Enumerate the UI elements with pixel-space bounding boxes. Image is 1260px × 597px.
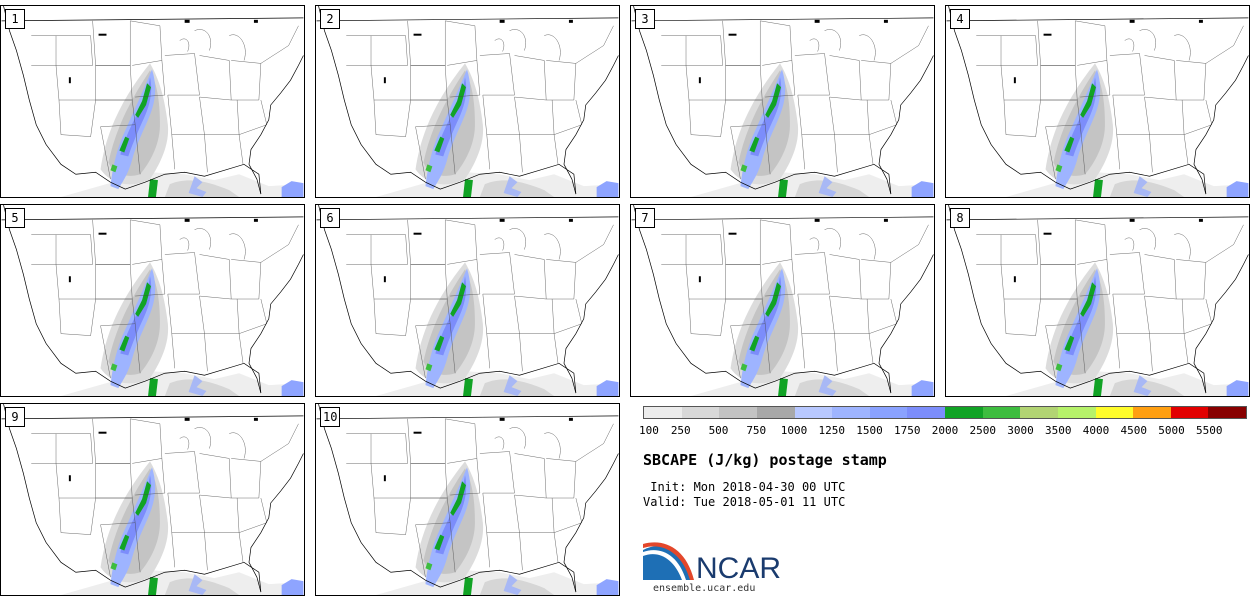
colorbar-segment xyxy=(907,407,945,418)
init-time: Init: Mon 2018-04-30 00 UTC xyxy=(643,480,846,494)
panel-number: 1 xyxy=(5,9,25,29)
map-panel-8: 8 xyxy=(945,204,1250,397)
panel-number: 2 xyxy=(320,9,340,29)
colorbar-label: 1000 xyxy=(780,424,808,437)
colorbar-segment xyxy=(1133,407,1171,418)
map-panel-1: 1 xyxy=(0,5,305,198)
colorbar-label: 1500 xyxy=(856,424,883,437)
panel-number: 6 xyxy=(320,208,340,228)
panel-number: 8 xyxy=(950,208,970,228)
us-map-graphic xyxy=(631,205,934,396)
colorbar-segment xyxy=(681,407,720,418)
us-map-graphic xyxy=(1,205,304,396)
map-panel-10: 10 xyxy=(315,403,620,596)
map-panel-4: 4 xyxy=(945,5,1250,198)
valid-time: Valid: Tue 2018-05-01 11 UTC xyxy=(643,495,846,509)
colorbar-label: 3500 xyxy=(1045,424,1072,437)
colorbar-segment xyxy=(1170,407,1209,418)
colorbar-label: 750 xyxy=(746,424,767,437)
us-map-graphic xyxy=(1,6,304,197)
us-map-graphic xyxy=(316,205,619,396)
page-title: SBCAPE (J/kg) postage stamp xyxy=(643,451,887,469)
colorbar-segment xyxy=(756,407,795,418)
colorbar xyxy=(643,406,1247,419)
ncar-logo: NCAR xyxy=(643,542,781,582)
colorbar-labels: 100 250 500 750 1000 1250 1500 1750 2000 2500 3000… xyxy=(639,424,1247,438)
colorbar-label: 1750 xyxy=(894,424,921,437)
us-map-graphic xyxy=(1,404,304,595)
colorbar-segment xyxy=(1095,407,1134,418)
colorbar-segment xyxy=(1020,407,1058,418)
colorbar-segment xyxy=(794,407,833,418)
colorbar-segment xyxy=(982,407,1021,418)
colorbar-label: 3000 xyxy=(1007,424,1034,437)
colorbar-label: 500 xyxy=(708,424,729,437)
url-text: ensemble.ucar.edu xyxy=(653,583,756,594)
us-map-graphic xyxy=(946,6,1249,197)
map-panel-6: 6 xyxy=(315,204,620,397)
colorbar-label: 5500 xyxy=(1196,424,1223,437)
colorbar-label: 5000 xyxy=(1158,424,1185,437)
svg-text:NCAR: NCAR xyxy=(696,552,781,582)
colorbar-label: 4500 xyxy=(1120,424,1148,437)
colorbar-segment xyxy=(1208,407,1246,418)
colorbar-label: 1250 xyxy=(818,424,846,437)
panel-number: 10 xyxy=(320,407,341,427)
panel-number: 5 xyxy=(5,208,25,228)
map-panel-9: 9 xyxy=(0,403,305,596)
colorbar-segment xyxy=(832,407,870,418)
colorbar-label: 100 xyxy=(639,424,659,437)
colorbar-segment xyxy=(719,407,757,418)
us-map-graphic xyxy=(631,6,934,197)
map-panel-2: 2 xyxy=(315,5,620,198)
panel-number: 4 xyxy=(950,9,970,29)
map-panel-3: 3 xyxy=(630,5,935,198)
colorbar-segment xyxy=(945,407,983,418)
colorbar-segment xyxy=(869,407,908,418)
panel-number: 7 xyxy=(635,208,655,228)
colorbar-label: 2000 xyxy=(931,424,959,437)
us-map-graphic xyxy=(316,404,619,595)
colorbar-segment xyxy=(1057,407,1096,418)
colorbar-segment xyxy=(644,407,682,418)
us-map-graphic xyxy=(316,6,619,197)
colorbar-label: 250 xyxy=(670,424,691,437)
panel-number: 3 xyxy=(635,9,655,29)
colorbar-label: 2500 xyxy=(969,424,997,437)
colorbar-label: 4000 xyxy=(1082,424,1110,437)
map-panel-5: 5 xyxy=(0,204,305,397)
panel-number: 9 xyxy=(5,407,25,427)
us-map-graphic xyxy=(946,205,1249,396)
map-panel-7: 7 xyxy=(630,204,935,397)
